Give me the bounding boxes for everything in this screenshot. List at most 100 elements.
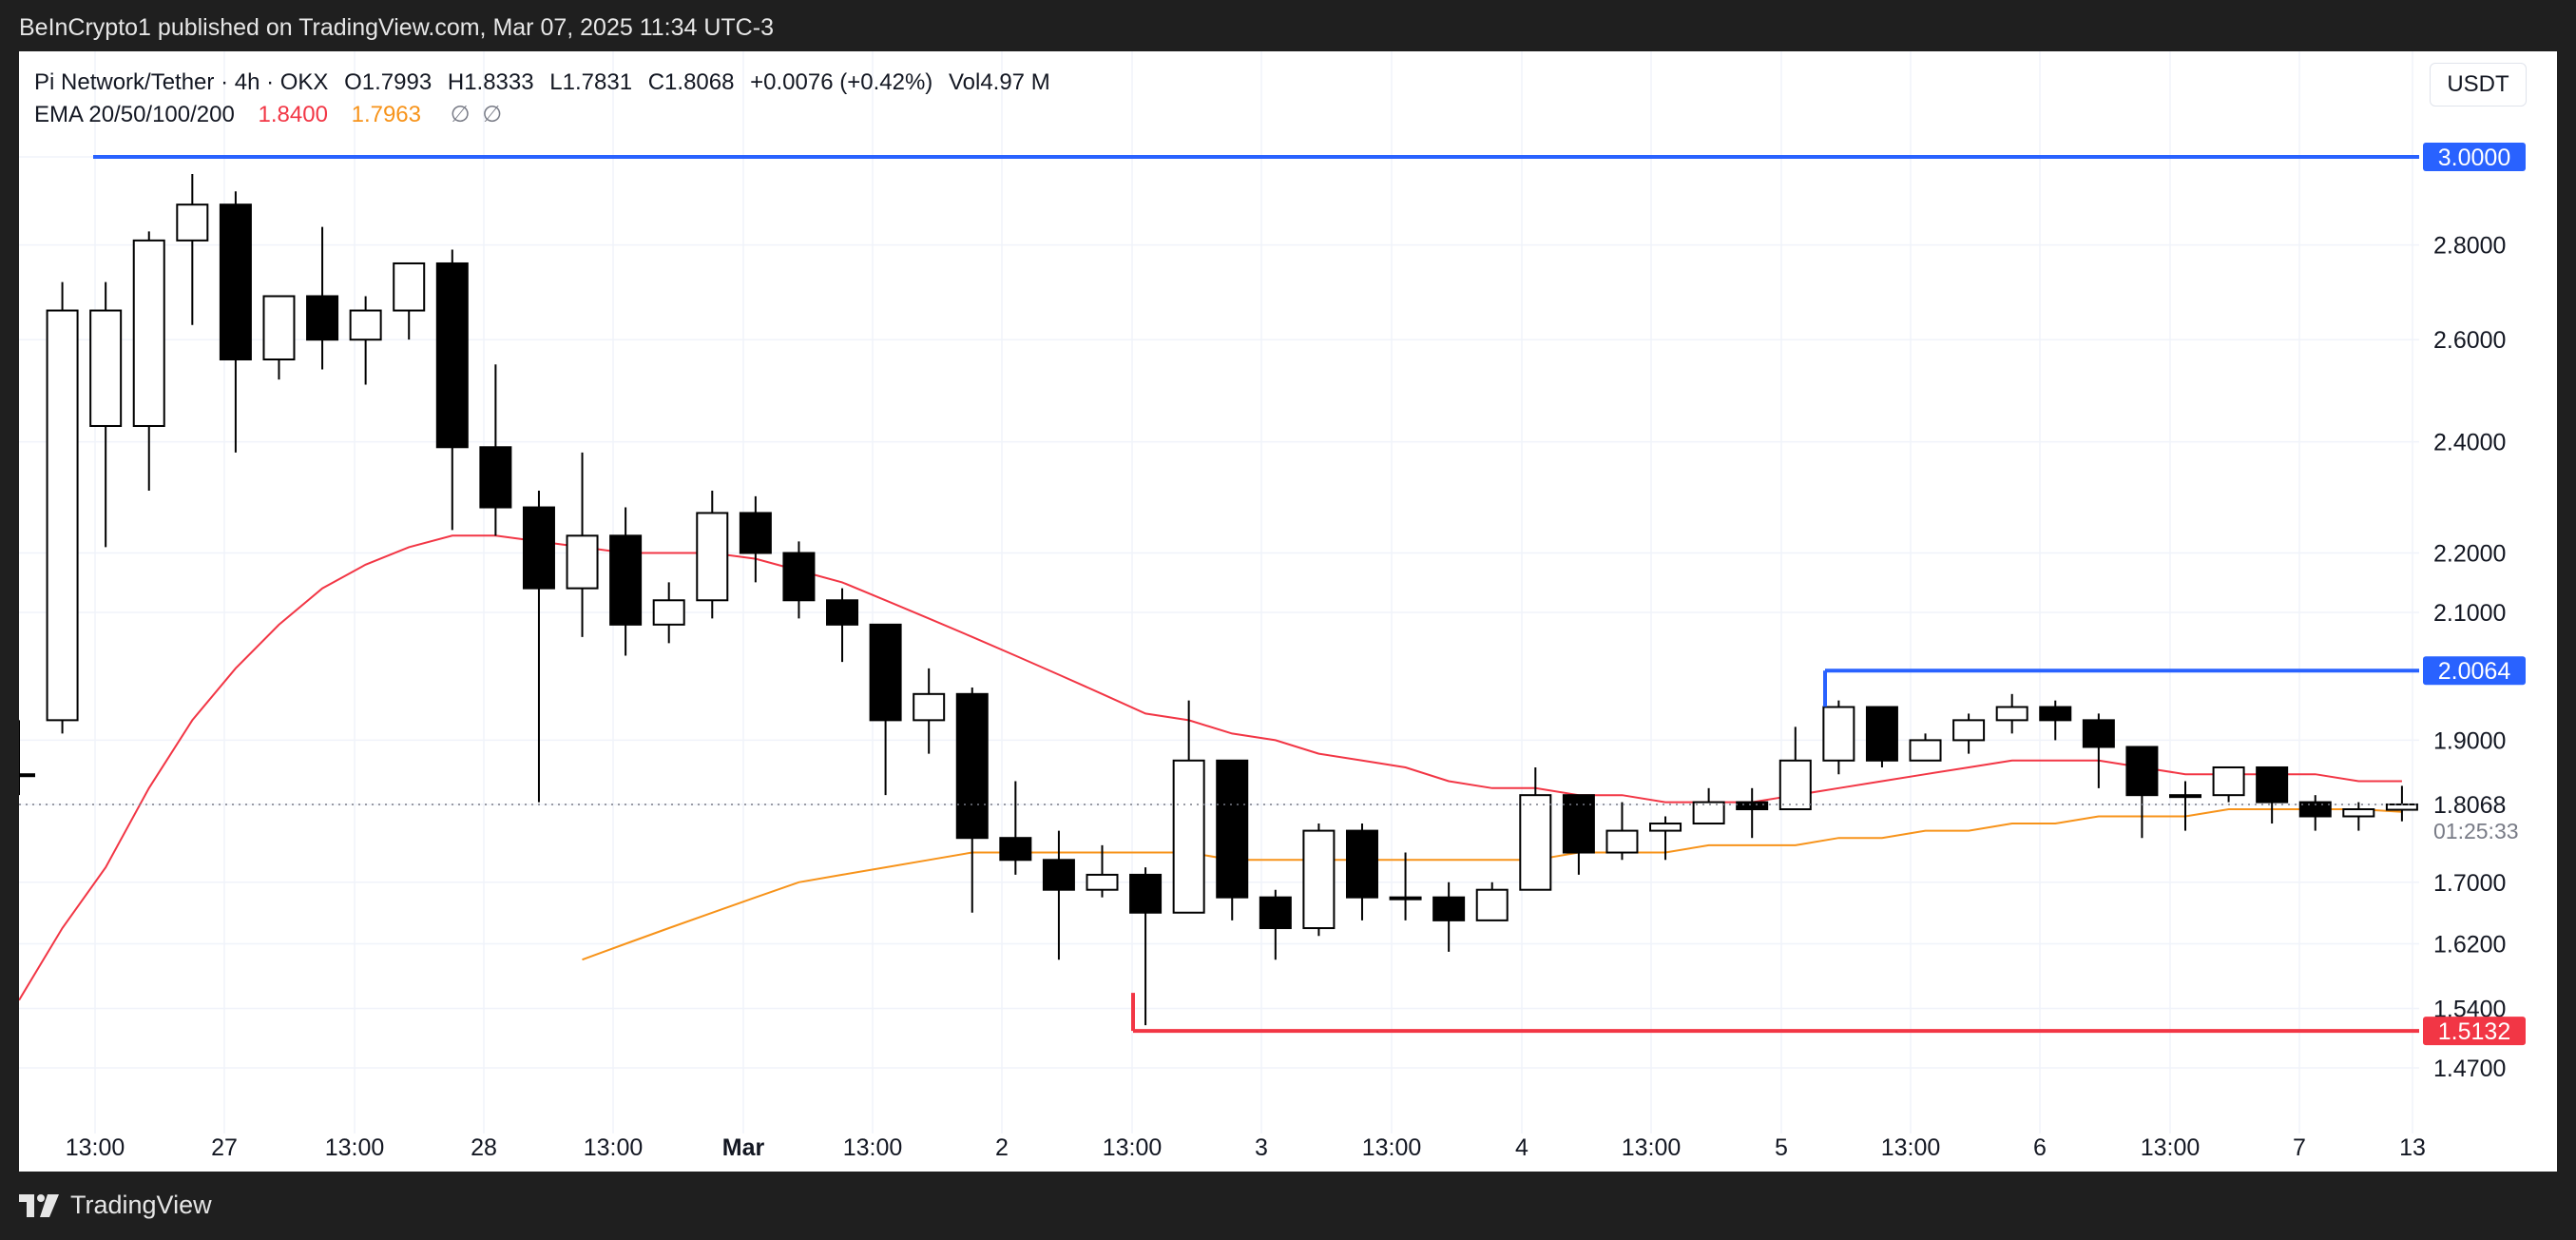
candle-body: [393, 262, 426, 312]
candle-body: [869, 623, 902, 722]
candle-body: [349, 309, 382, 341]
x-tick-label: 13: [2399, 1134, 2426, 1161]
x-tick-label: 27: [211, 1134, 238, 1161]
candle-body: [652, 599, 685, 626]
candle-body: [1519, 794, 1552, 891]
candle-body: [1562, 794, 1595, 854]
candle-body: [89, 309, 123, 427]
x-tick-label: 7: [2293, 1134, 2306, 1161]
x-tick-label: 13:00: [1362, 1134, 1422, 1161]
y-tick-label: 1.9000: [2433, 727, 2506, 754]
candle-body: [1778, 759, 1812, 811]
candle-body: [1216, 759, 1249, 899]
candle-body: [696, 512, 729, 602]
ema50-line: [582, 808, 2402, 961]
candle-body: [19, 773, 35, 778]
candle-body: [176, 203, 209, 242]
candle-body: [2039, 706, 2072, 722]
candle-body: [1042, 859, 1075, 891]
candle-body: [1389, 896, 1422, 901]
candle-body: [2082, 719, 2115, 748]
candle-body: [1605, 829, 1639, 854]
y-tick-label: 1.6200: [2433, 932, 2506, 959]
ema-label[interactable]: EMA 20/50/100/200: [34, 102, 235, 127]
candle-body: [479, 446, 512, 509]
level-badge-label: 1.5132: [2438, 1018, 2510, 1045]
candle-body: [2298, 801, 2332, 818]
candle-body: [1736, 801, 1769, 811]
candle-body: [609, 534, 643, 626]
y-tick-label: 2.1000: [2433, 600, 2506, 627]
candle-body: [46, 309, 79, 722]
ohlc-row: Pi Network/Tether · 4h · OKX O1.7993 H1.…: [34, 67, 1060, 99]
low-value: L1.7831: [549, 69, 633, 95]
candle-body: [219, 203, 252, 361]
candle-body: [1692, 801, 1725, 825]
bottom-bar: TradingView: [0, 1172, 2576, 1240]
tradingview-logo-icon: [19, 1193, 59, 1217]
x-tick-label: 13:00: [843, 1134, 903, 1161]
symbol-label[interactable]: Pi Network/Tether · 4h · OKX: [34, 69, 329, 95]
candle-body: [2385, 803, 2418, 811]
candle-body: [306, 295, 339, 341]
x-tick-label: 2: [995, 1134, 1009, 1161]
x-tick-label: 13:00: [1881, 1134, 1941, 1161]
x-tick-label: 6: [2033, 1134, 2047, 1161]
y-tick-label: 2.6000: [2433, 327, 2506, 354]
ema200-na: ∅: [482, 102, 503, 127]
ema20-value: 1.8400: [258, 102, 328, 127]
level-badge: [2423, 656, 2526, 686]
candle-body: [1952, 719, 1986, 742]
y-tick-label: 1.8068: [2433, 792, 2506, 819]
candle-body: [782, 552, 816, 602]
level-badge: [2423, 1017, 2526, 1046]
candle-body: [1432, 896, 1466, 921]
x-tick-label: 3: [1255, 1134, 1268, 1161]
candle-body: [739, 512, 772, 554]
candle-body: [1865, 706, 1898, 762]
y-tick-label: 2.4000: [2433, 430, 2506, 456]
y-tick-label: 1.7000: [2433, 870, 2506, 897]
candle-body: [826, 599, 859, 626]
open-value: O1.7993: [344, 69, 433, 95]
level-badge-label: 2.0064: [2438, 658, 2511, 685]
y-tick-label: 1.4700: [2433, 1056, 2506, 1082]
candle-body: [522, 506, 555, 590]
ema100-na: ∅: [450, 102, 471, 127]
plot-area: [19, 155, 2419, 1034]
candle-body: [132, 239, 165, 427]
volume-value: Vol4.97 M: [948, 69, 1050, 95]
candle-body: [2256, 765, 2289, 804]
candle-body: [999, 837, 1032, 862]
candle-body: [1909, 739, 1942, 762]
change-value: +0.0076 (+0.42%): [750, 69, 933, 95]
chart-legend: Pi Network/Tether · 4h · OKX O1.7993 H1.…: [34, 67, 1060, 131]
candle-body: [566, 534, 599, 590]
x-tick-label: 4: [1515, 1134, 1528, 1161]
brand-name: TradingView: [70, 1191, 212, 1219]
candle-body: [1649, 823, 1682, 832]
ema-row: EMA 20/50/100/200 1.8400 1.7963 ∅ ∅: [34, 99, 1060, 131]
x-tick-label: 13:00: [584, 1134, 644, 1161]
tradingview-brand[interactable]: TradingView: [19, 1191, 212, 1220]
publish-info: BeInCrypto1 published on TradingView.com…: [19, 14, 774, 41]
ema20-line: [19, 534, 2402, 1001]
candle-body: [1345, 829, 1378, 899]
candle-body: [2212, 765, 2245, 797]
level-badge-label: 3.0000: [2438, 145, 2510, 171]
candle-body: [1259, 896, 1292, 930]
candle-body: [955, 692, 989, 840]
currency-button[interactable]: USDT: [2430, 63, 2527, 107]
candle-body: [1302, 829, 1336, 930]
close-value: C1.8068: [647, 69, 735, 95]
candle-body: [262, 295, 296, 361]
candle-body: [1995, 706, 2028, 722]
x-tick-label: 13:00: [66, 1134, 125, 1161]
high-value: H1.8333: [447, 69, 534, 95]
ema50-value: 1.7963: [351, 102, 421, 127]
candle-body: [1086, 873, 1119, 891]
y-tick-label: 2.2000: [2433, 541, 2506, 568]
chart-panel[interactable]: [19, 51, 2557, 1172]
candle-body: [2342, 808, 2375, 818]
